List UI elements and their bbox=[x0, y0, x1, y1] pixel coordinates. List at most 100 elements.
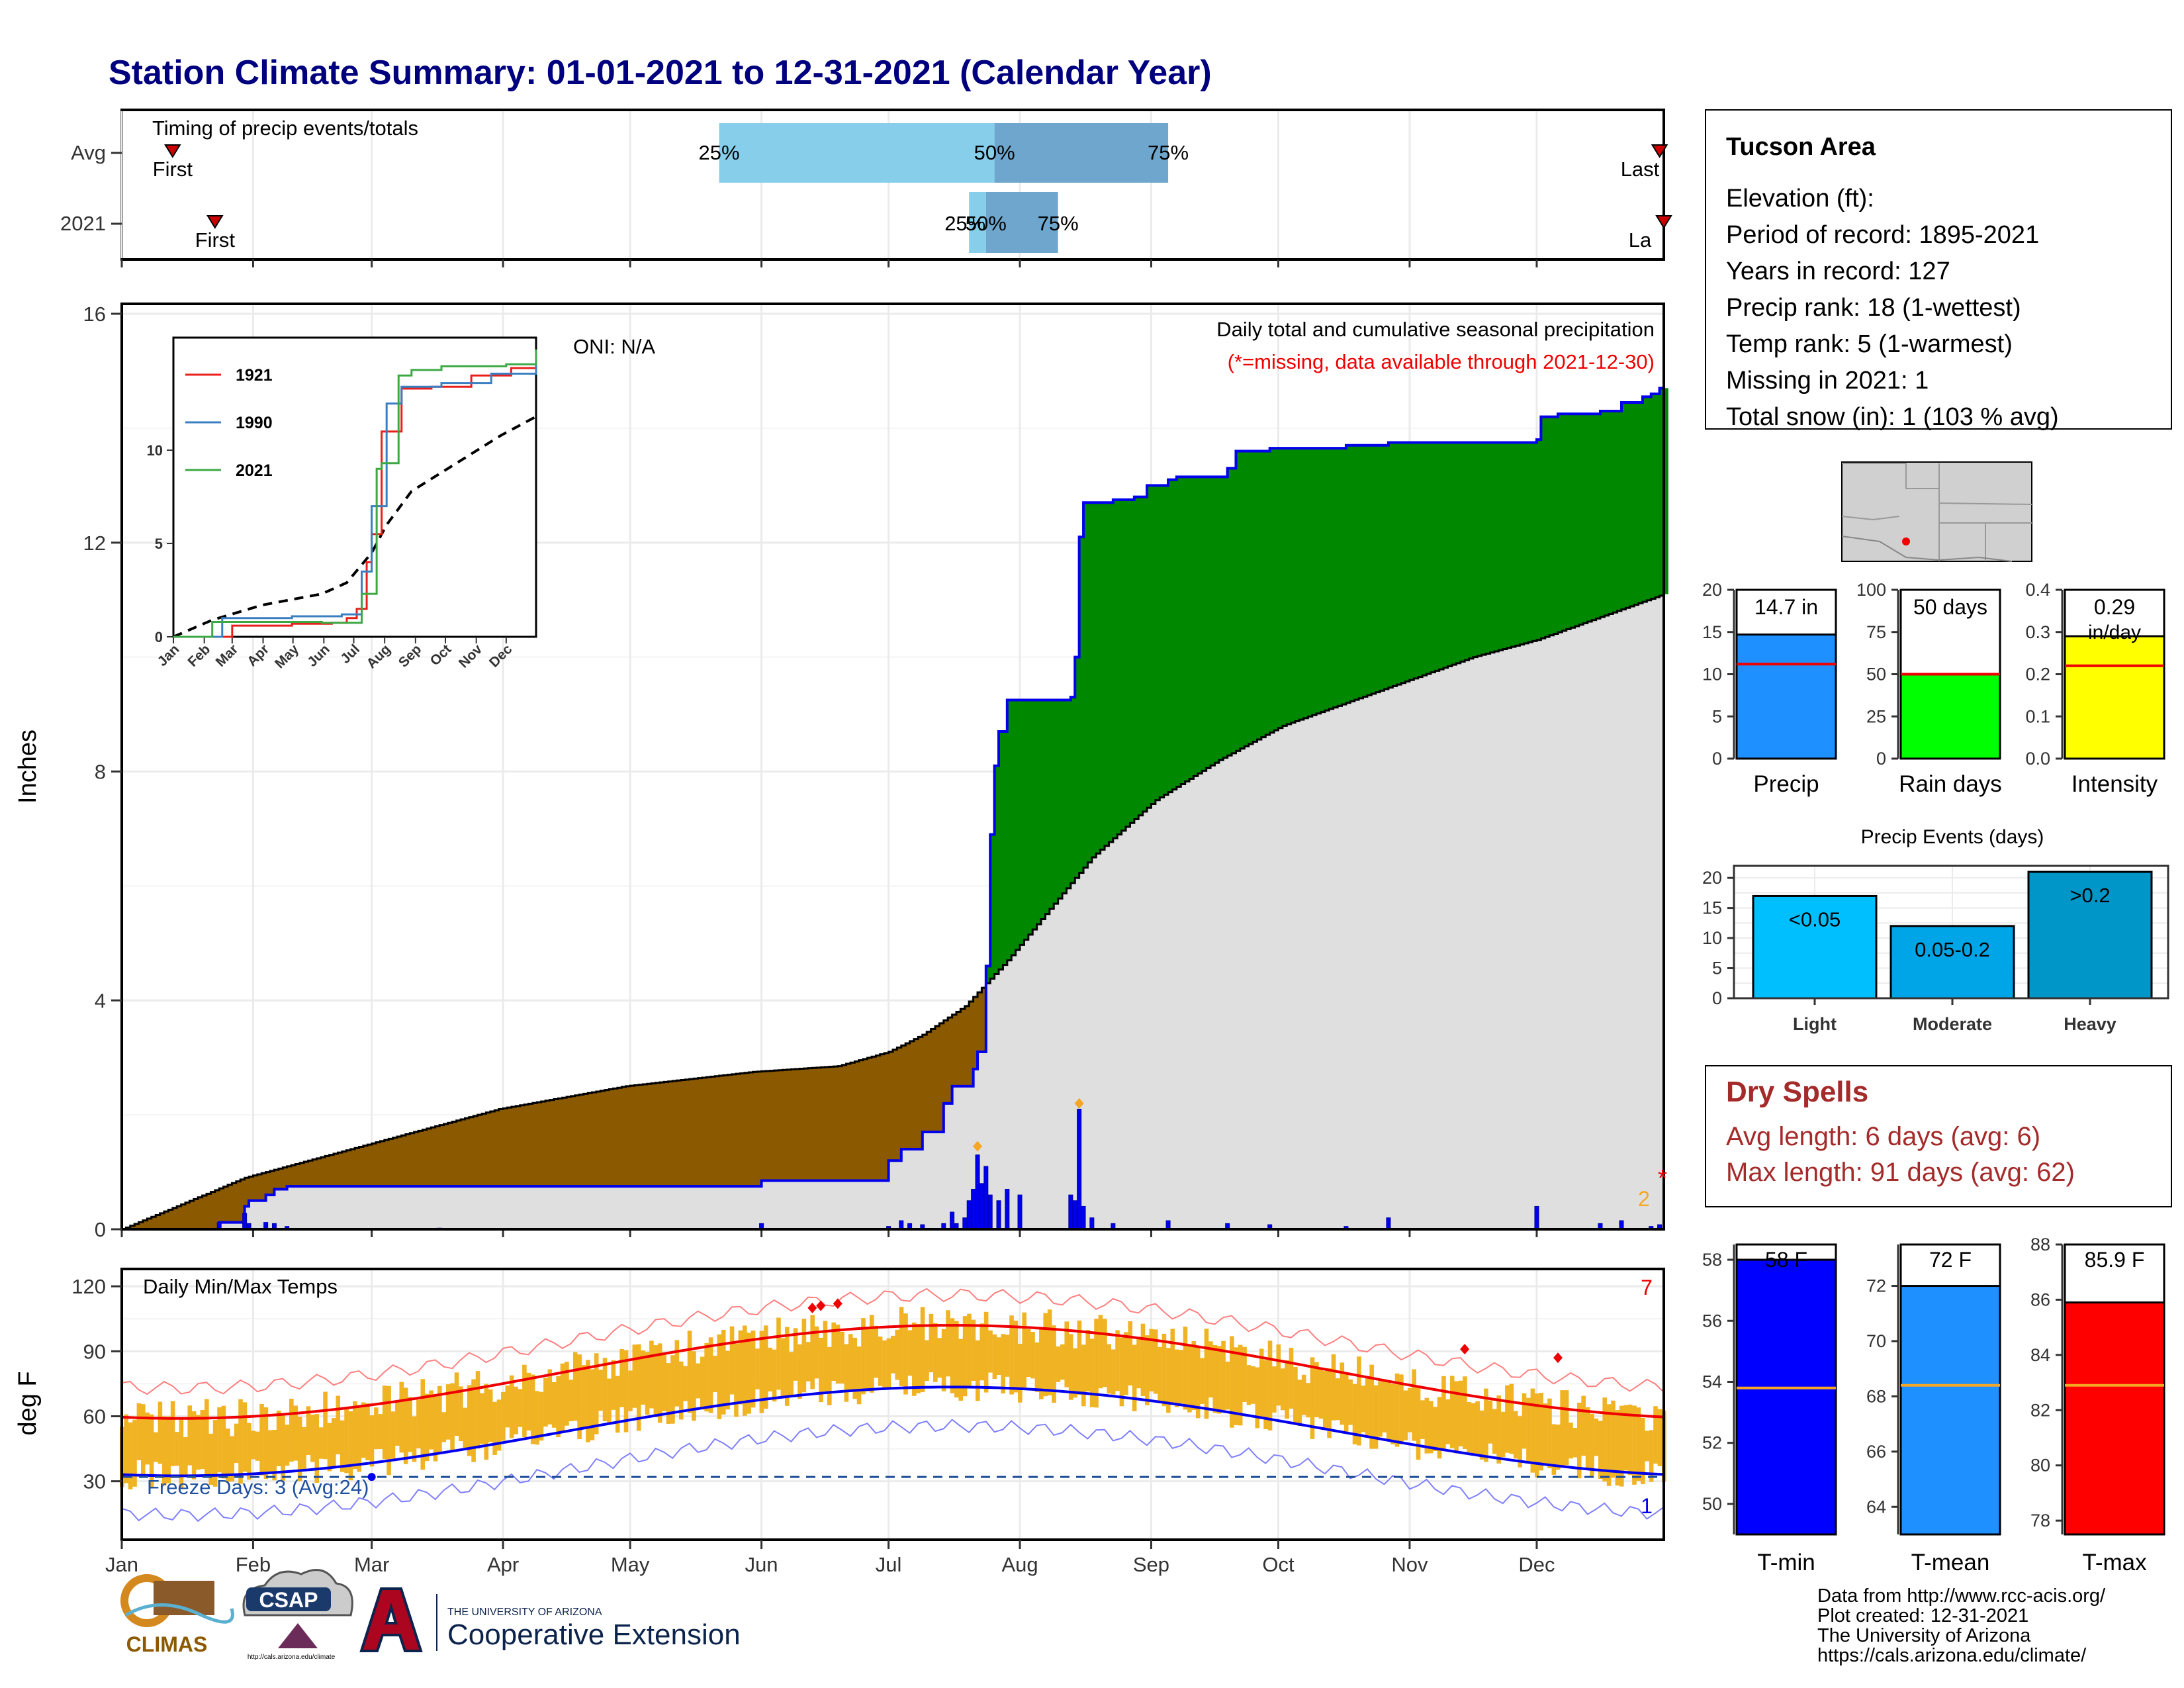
daily-temp-bar bbox=[569, 1380, 574, 1422]
daily-temp-bar bbox=[1602, 1397, 1607, 1482]
daily-temp-bar bbox=[1564, 1390, 1569, 1466]
daily-temp-bar bbox=[886, 1338, 891, 1389]
surplus-area bbox=[1252, 451, 1257, 742]
deficit-area bbox=[596, 1091, 601, 1187]
surplus-area bbox=[1295, 448, 1300, 722]
timing-pct-label: 25% bbox=[699, 141, 740, 164]
deficit-area bbox=[477, 1115, 482, 1187]
surplus-area bbox=[1557, 414, 1563, 633]
daily-temp-bar bbox=[1107, 1344, 1112, 1394]
deficit-area bbox=[846, 1064, 851, 1181]
surplus-area bbox=[989, 834, 995, 979]
deficit-area bbox=[367, 1145, 373, 1187]
daily-temp-bar bbox=[1246, 1365, 1251, 1405]
csap-url: http://cals.arizona.edu/climate bbox=[248, 1654, 336, 1661]
surplus-area bbox=[1108, 502, 1114, 843]
daily-temp-bar bbox=[212, 1420, 218, 1487]
deficit-area bbox=[329, 1154, 334, 1187]
daily-temp-bar bbox=[1496, 1395, 1501, 1464]
timing-bar-50-75 bbox=[985, 192, 1058, 253]
daily-temp-bar bbox=[247, 1423, 251, 1480]
deficit-area bbox=[592, 1092, 597, 1187]
daily-precip-bar bbox=[242, 1213, 248, 1230]
deficit-area bbox=[841, 1064, 847, 1181]
surplus-area bbox=[1494, 442, 1499, 651]
daily-temp-bar bbox=[344, 1407, 349, 1474]
surplus-area bbox=[1371, 445, 1377, 694]
daily-temp-bar bbox=[1585, 1407, 1590, 1468]
surplus-area bbox=[1244, 451, 1250, 747]
surplus-area bbox=[1506, 442, 1512, 648]
summary-y-tick-label: 15 bbox=[1702, 622, 1722, 642]
surplus-area bbox=[1104, 502, 1109, 846]
events-panel-frame bbox=[1733, 865, 2169, 1000]
deficit-area bbox=[502, 1108, 508, 1187]
surplus-area bbox=[1659, 388, 1664, 596]
deficit-area bbox=[303, 1162, 309, 1187]
daily-temp-bar bbox=[149, 1414, 154, 1488]
daily-temp-bar bbox=[844, 1344, 849, 1402]
daily-temp-bar bbox=[560, 1363, 565, 1432]
daily-temp-bar bbox=[1505, 1385, 1510, 1453]
oni-label: ONI: N/A bbox=[573, 335, 655, 358]
daily-temp-bar bbox=[1420, 1400, 1425, 1439]
daily-temp-bar bbox=[1073, 1348, 1077, 1398]
daily-temp-bar bbox=[1124, 1332, 1128, 1395]
month-tick-label: Mar bbox=[354, 1553, 389, 1576]
daily-temp-bar bbox=[1056, 1346, 1061, 1382]
daily-temp-bar bbox=[929, 1313, 934, 1373]
deficit-area bbox=[269, 1170, 275, 1196]
daily-temp-bar bbox=[1500, 1411, 1506, 1458]
daily-temp-bar bbox=[1378, 1381, 1383, 1437]
daily-temp-bar bbox=[1331, 1354, 1336, 1421]
surplus-area bbox=[1337, 448, 1343, 706]
daily-temp-bar bbox=[992, 1334, 997, 1380]
surplus-area bbox=[1502, 442, 1508, 649]
temp-bar-value: 85.9 F bbox=[2085, 1248, 2145, 1272]
climas-river-icon bbox=[124, 1603, 234, 1624]
daily-precip-bar bbox=[966, 1200, 972, 1230]
daily-temp-bar bbox=[522, 1364, 527, 1438]
daily-temp-bar bbox=[810, 1315, 815, 1389]
deficit-area bbox=[825, 1066, 830, 1181]
daily-temp-bar bbox=[230, 1436, 235, 1482]
daily-temp-bar bbox=[467, 1385, 472, 1456]
daily-temp-bar bbox=[713, 1356, 717, 1393]
daily-temp-bar bbox=[158, 1401, 163, 1464]
daily-temp-bar bbox=[805, 1342, 811, 1382]
daily-temp-bar bbox=[1013, 1321, 1019, 1393]
deficit-area bbox=[248, 1176, 253, 1201]
surplus-area bbox=[1066, 700, 1071, 888]
normal-cumulative-area bbox=[122, 594, 1664, 1229]
surplus-area bbox=[1273, 448, 1279, 731]
deficit-area bbox=[858, 1060, 864, 1181]
surplus-area bbox=[1621, 402, 1626, 610]
observed-cumulative-line bbox=[122, 387, 1664, 1231]
daily-temp-bar bbox=[1336, 1378, 1340, 1421]
surplus-area bbox=[1561, 414, 1567, 631]
deficit-area bbox=[901, 1045, 906, 1149]
daily-temp-bar bbox=[1276, 1344, 1281, 1406]
surplus-area bbox=[1053, 700, 1059, 904]
daily-temp-bar bbox=[899, 1307, 904, 1386]
deficit-area bbox=[400, 1135, 406, 1187]
first-event-marker bbox=[164, 144, 181, 158]
daily-precip-bar bbox=[971, 1188, 976, 1230]
inset-series-2021-line bbox=[173, 349, 537, 638]
surplus-area bbox=[1218, 477, 1224, 761]
daily-temp-bar bbox=[433, 1396, 438, 1462]
surplus-area bbox=[1100, 502, 1105, 850]
deficit-area bbox=[867, 1058, 872, 1181]
daily-temp-bar bbox=[666, 1363, 671, 1424]
inset-normal-line bbox=[173, 415, 537, 638]
daily-temp-bar bbox=[1327, 1368, 1332, 1438]
timing-label: Timing of precip events/totals bbox=[152, 117, 418, 140]
deficit-area bbox=[748, 1072, 754, 1187]
csap-mountain-icon bbox=[278, 1623, 318, 1648]
timing-bar-25-50 bbox=[969, 192, 986, 253]
deficit-area bbox=[218, 1188, 224, 1223]
daily-temp-bar bbox=[437, 1385, 442, 1453]
deficit-area bbox=[375, 1142, 381, 1187]
month-tick-label: Sep bbox=[1133, 1553, 1169, 1576]
deficit-area bbox=[956, 1011, 961, 1086]
